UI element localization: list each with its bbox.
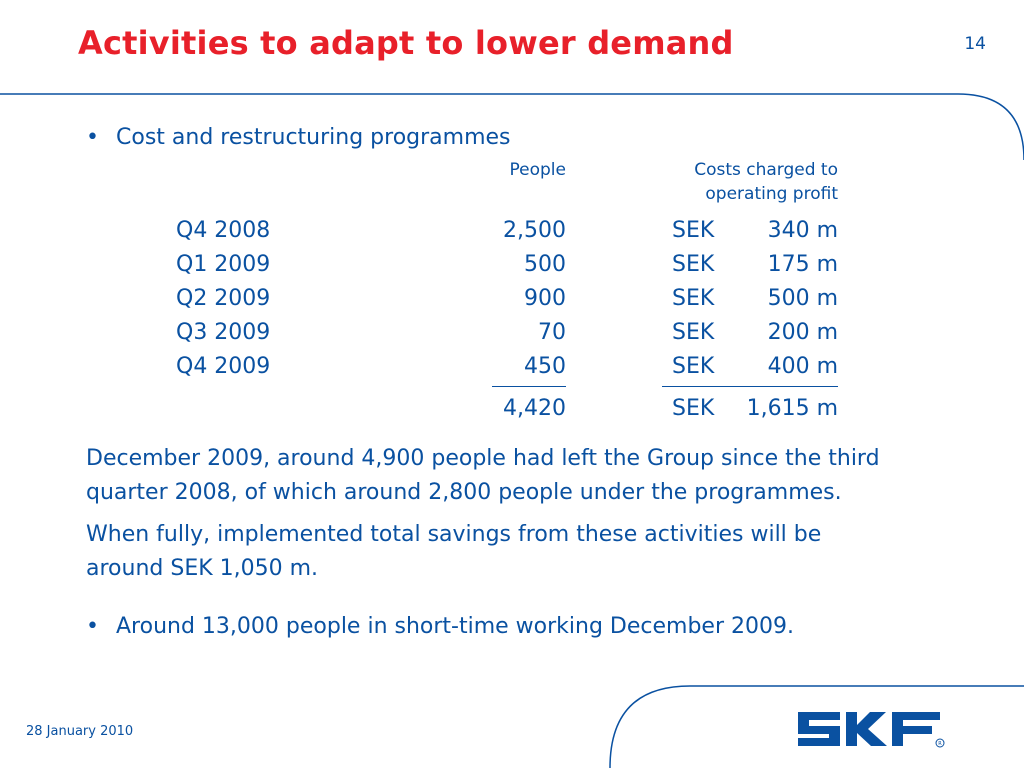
column-header-costs-line1: Costs charged to xyxy=(694,160,838,180)
table-row: Q3 2009 70 SEK 200 m xyxy=(0,320,1024,354)
table-row: Q4 2009 450 SEK 400 m xyxy=(0,354,1024,388)
paragraph-line: When fully, implemented total savings fr… xyxy=(86,522,822,547)
table-row: Q2 2009 900 SEK 500 m xyxy=(0,286,1024,320)
row-people: 900 xyxy=(524,286,566,311)
paragraph-savings: When fully, implemented total savings fr… xyxy=(86,518,966,586)
footer-date: 28 January 2010 xyxy=(26,724,134,739)
skf-logo: R xyxy=(798,712,945,748)
row-amount: 400 m xyxy=(767,354,838,379)
table-row: Q4 2008 2,500 SEK 340 m xyxy=(0,218,1024,252)
row-amount: 340 m xyxy=(767,218,838,243)
row-currency: SEK xyxy=(672,320,715,345)
row-amount: 200 m xyxy=(767,320,838,345)
bullet-dot-icon: • xyxy=(86,614,99,639)
row-quarter: Q4 2009 xyxy=(176,354,271,379)
bullet-item-programmes: • Cost and restructuring programmes xyxy=(86,125,511,150)
column-header-costs: Costs charged to operating profit xyxy=(694,158,838,206)
table-row: Q1 2009 500 SEK 175 m xyxy=(0,252,1024,286)
row-currency: SEK xyxy=(672,218,715,243)
row-amount: 175 m xyxy=(767,252,838,277)
paragraph-line: around SEK 1,050 m. xyxy=(86,556,319,581)
total-amount: 1,615 m xyxy=(746,396,838,421)
total-currency: SEK xyxy=(672,396,715,421)
bullet-dot-icon: • xyxy=(86,125,99,150)
page-number: 14 xyxy=(964,34,986,54)
row-quarter: Q3 2009 xyxy=(176,320,271,345)
paragraph-line: December 2009, around 4,900 people had l… xyxy=(86,446,880,471)
sum-rule-people xyxy=(492,386,566,387)
row-currency: SEK xyxy=(672,354,715,379)
row-people: 70 xyxy=(538,320,566,345)
row-quarter: Q1 2009 xyxy=(176,252,271,277)
bullet-text: Cost and restructuring programmes xyxy=(116,125,511,150)
total-people: 4,420 xyxy=(503,396,566,421)
row-quarter: Q4 2008 xyxy=(176,218,271,243)
column-header-people: People xyxy=(509,160,566,180)
row-quarter: Q2 2009 xyxy=(176,286,271,311)
paragraph-line: quarter 2008, of which around 2,800 peop… xyxy=(86,480,842,505)
table-total-row: 4,420 SEK 1,615 m xyxy=(0,396,1024,430)
bullet-item-short-time: • Around 13,000 people in short-time work… xyxy=(86,614,794,639)
row-currency: SEK xyxy=(672,252,715,277)
row-people: 500 xyxy=(524,252,566,277)
sum-rule-costs xyxy=(662,386,838,387)
row-currency: SEK xyxy=(672,286,715,311)
slide-title: Activities to adapt to lower demand xyxy=(78,24,734,62)
paragraph-departures: December 2009, around 4,900 people had l… xyxy=(86,442,966,510)
row-amount: 500 m xyxy=(767,286,838,311)
column-header-costs-line2: operating profit xyxy=(705,184,838,204)
svg-text:R: R xyxy=(938,741,942,747)
row-people: 450 xyxy=(524,354,566,379)
bullet-text: Around 13,000 people in short-time worki… xyxy=(116,614,794,639)
row-people: 2,500 xyxy=(503,218,566,243)
